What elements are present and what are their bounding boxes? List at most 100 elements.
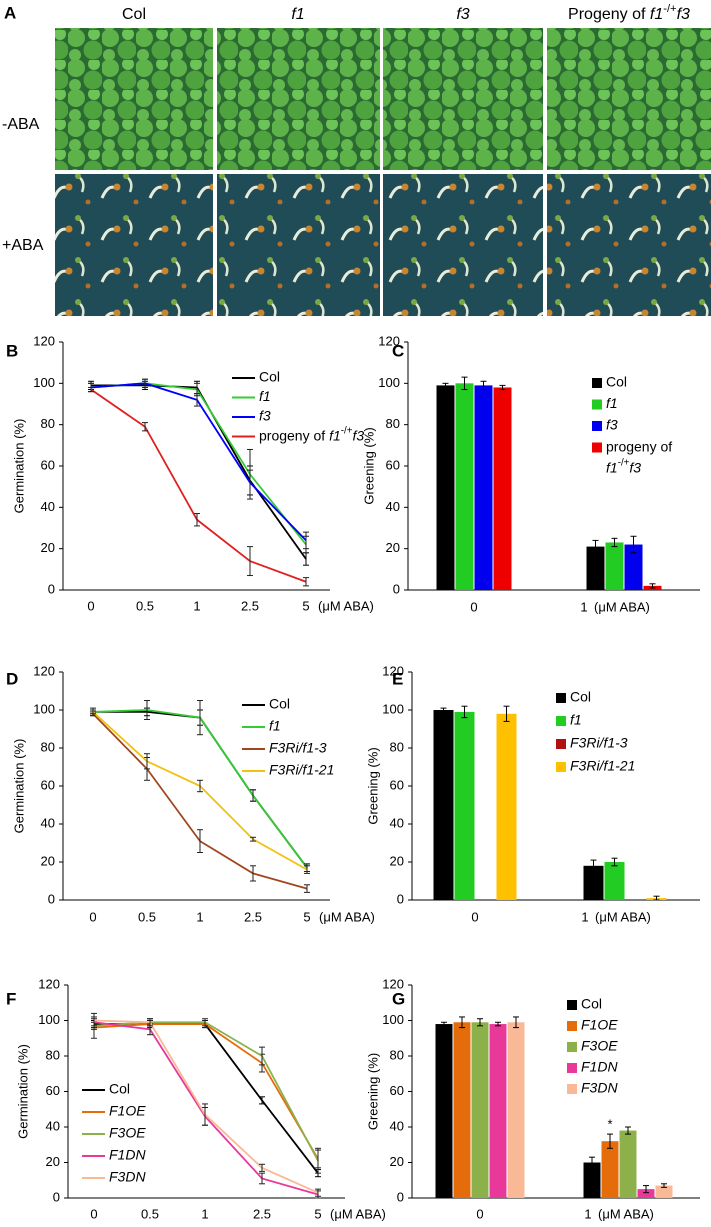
photo (217, 174, 380, 316)
bar (619, 1130, 637, 1198)
y-tick-label: 60 (46, 1083, 60, 1098)
photo (383, 174, 543, 316)
legend-label: progeny of f1-/+f3 (606, 438, 672, 475)
column-label: Col (122, 6, 146, 23)
y-tick-label: 0 (48, 891, 55, 906)
line (90, 388, 307, 583)
photo (547, 28, 711, 170)
legend-label: Col (581, 996, 602, 1012)
y-tick-label: 0 (53, 1189, 60, 1204)
y-axis-title: Germination (%) (15, 1044, 30, 1139)
legend-swatch (567, 1021, 577, 1031)
error-bar (147, 1018, 153, 1027)
legend-label: F3Ri/f1-3 (570, 735, 628, 751)
y-tick-label: 20 (41, 540, 55, 555)
error-bar (499, 384, 506, 391)
x-tick-label: 5 (302, 598, 309, 613)
legend-label: Col (606, 374, 627, 390)
x-tick-label: 0 (90, 1206, 97, 1221)
legend-swatch (567, 1000, 577, 1010)
legend-swatch (592, 442, 602, 453)
legend-label-run: f3 (629, 459, 641, 475)
y-tick-label: 40 (390, 815, 404, 830)
y-tick-label: 80 (41, 416, 55, 431)
y-tick-label: 40 (41, 815, 55, 830)
error-bar (304, 865, 310, 874)
column-label-run: f1 (291, 6, 304, 23)
legend-label: F3OE (109, 1125, 146, 1141)
legend-label: F1OE (109, 1103, 146, 1119)
bar (453, 1022, 471, 1198)
legend-label: F3DN (109, 1169, 146, 1185)
error-bar (90, 709, 96, 715)
photo (55, 174, 213, 316)
y-tick-label: 40 (390, 1118, 404, 1133)
x-tick-label: 5 (314, 1206, 321, 1221)
error-bar (630, 535, 637, 554)
error-bar (197, 829, 203, 853)
legend-swatch (556, 693, 566, 703)
error-bar (653, 895, 660, 901)
y-tick-label: 60 (390, 1083, 404, 1098)
x-tick-label: 1 (581, 909, 588, 924)
y-tick-label: 120 (33, 333, 55, 348)
bar (586, 546, 605, 590)
y-tick-label: 100 (378, 375, 400, 390)
y-tick-label: 100 (33, 701, 55, 716)
photo (547, 174, 711, 316)
legend-label: Col (109, 1081, 130, 1097)
error-bar (589, 1156, 595, 1169)
panel-label: G (392, 989, 405, 1008)
y-tick-label: 0 (393, 581, 400, 596)
column-label-run: f1 (650, 6, 663, 23)
y-tick-label: 60 (390, 777, 404, 792)
legend-label-run: progeny of (259, 427, 329, 443)
y-tick-label: 0 (397, 1189, 404, 1204)
error-bar (247, 469, 253, 496)
y-tick-label: 60 (41, 777, 55, 792)
legend-label: F3Ri/f1-21 (570, 758, 635, 774)
column-label: Progeny of f1-/+f3 (568, 3, 690, 23)
legend-swatch (556, 716, 566, 726)
x-tick-label: 0 (470, 599, 477, 614)
panel-label: D (6, 669, 18, 688)
error-bar (590, 859, 597, 872)
error-bar (442, 382, 449, 388)
panel-label: F (6, 989, 16, 1008)
legend-label-run: f3 (352, 427, 364, 443)
error-bar (513, 1016, 519, 1029)
column-label-run: -/+ (663, 3, 676, 15)
error-bar (259, 1163, 265, 1172)
y-tick-label: 40 (386, 499, 400, 514)
x-tick-label: 0 (87, 598, 94, 613)
bar (637, 1189, 655, 1198)
photo (217, 28, 380, 170)
error-bar (495, 1021, 501, 1027)
legend-label: f1 (606, 395, 618, 411)
error-bar (202, 1103, 208, 1126)
panel-label: A (4, 3, 16, 22)
bar (454, 711, 475, 900)
y-tick-label: 120 (33, 663, 55, 678)
legend-label-run: f1 (329, 427, 341, 443)
y-axis-title: Germination (%) (11, 739, 26, 834)
error-bar (477, 1018, 483, 1027)
y-tick-label: 20 (41, 853, 55, 868)
y-tick-label: 20 (390, 853, 404, 868)
error-bar (259, 1096, 265, 1105)
y-tick-label: 80 (41, 739, 55, 754)
y-tick-label: 0 (397, 891, 404, 906)
error-bar (197, 779, 203, 793)
x-tick-label: 0.5 (136, 598, 154, 613)
error-bar (194, 513, 200, 527)
y-tick-label: 80 (390, 739, 404, 754)
y-tick-label: 80 (46, 1047, 60, 1062)
legend-label: f3 (606, 417, 618, 433)
y-tick-label: 80 (390, 1047, 404, 1062)
error-bar (315, 1147, 321, 1174)
error-bar (441, 1021, 447, 1027)
bar (655, 1185, 673, 1198)
error-bar (607, 1133, 613, 1149)
y-tick-label: 80 (386, 416, 400, 431)
